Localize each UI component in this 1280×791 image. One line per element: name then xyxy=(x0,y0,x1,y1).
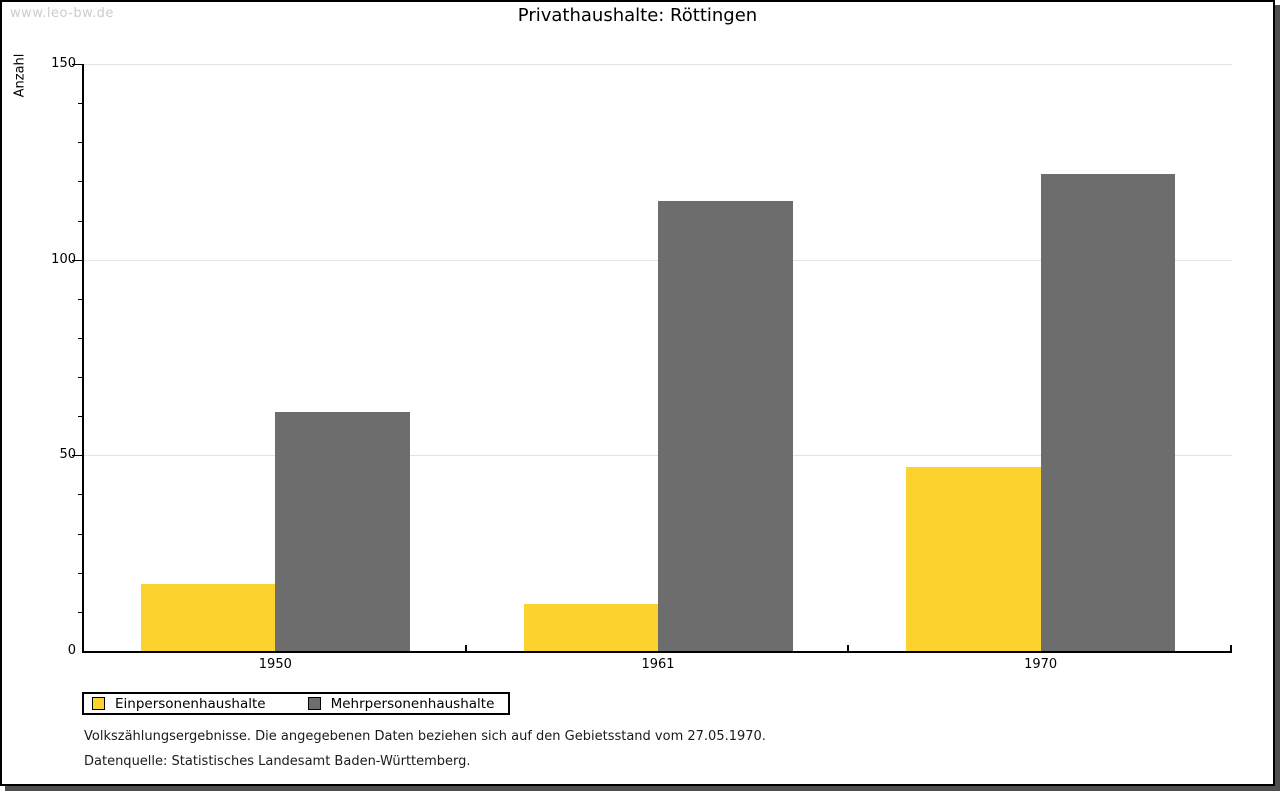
y-tick-minor xyxy=(78,416,82,418)
y-tick-minor xyxy=(78,298,82,300)
y-tick-minor xyxy=(78,377,82,379)
footnote-source: Datenquelle: Statistisches Landesamt Bad… xyxy=(84,754,471,769)
legend-entry-Mehrpersonenhaushalte: Mehrpersonenhaushalte xyxy=(307,695,495,712)
y-tick-minor xyxy=(78,533,82,535)
chart-title: Privathaushalte: Röttingen xyxy=(517,5,758,26)
y-tick-label-50: 50 xyxy=(59,447,76,463)
legend-label: Mehrpersonenhaushalte xyxy=(330,695,495,712)
y-axis-title: Anzahl xyxy=(12,53,28,98)
footnote-census: Volkszählungsergebnisse. Die angegebenen… xyxy=(84,729,766,744)
legend-swatch-Einpersonenhaushalte xyxy=(92,697,105,710)
watermark: www.leo-bw.de xyxy=(10,6,114,21)
y-tick-label-0: 0 xyxy=(67,643,76,658)
x-category-label-1961: 1961 xyxy=(641,657,675,672)
y-tick-minor xyxy=(78,572,82,574)
y-tick-major xyxy=(72,455,82,457)
y-tick-minor xyxy=(78,494,82,496)
gridline-y-150 xyxy=(84,64,1232,65)
y-tick-label-150: 150 xyxy=(51,56,76,71)
y-tick-minor xyxy=(78,181,82,183)
x-tick-boundary xyxy=(847,645,850,651)
legend: Einpersonenhaushalte Mehrpersonenhaushalt… xyxy=(82,692,511,715)
legend-entry-Einpersonenhaushalte: Einpersonenhaushalte xyxy=(92,696,266,712)
plot-area xyxy=(72,64,1232,653)
y-tick-minor xyxy=(78,103,82,105)
legend-swatch-Mehrpersonenhaushalte xyxy=(307,697,321,710)
legend-label: Einpersonenhaushalte xyxy=(115,695,266,712)
y-tick-minor xyxy=(78,611,82,613)
x-tick-boundary xyxy=(464,645,467,651)
bar-1950-Mehrpersonenhaushalte xyxy=(275,412,410,651)
x-category-label-1950: 1950 xyxy=(258,657,292,672)
x-category-label-1970: 1970 xyxy=(1024,657,1058,672)
bar-1970-Einpersonenhaushalte xyxy=(906,467,1041,651)
y-tick-minor xyxy=(78,337,82,339)
y-tick-major xyxy=(72,259,82,261)
bar-1961-Einpersonenhaushalte xyxy=(523,604,658,651)
x-tick-boundary xyxy=(1230,645,1232,651)
y-tick-minor xyxy=(78,220,82,222)
bar-1961-Mehrpersonenhaushalte xyxy=(658,200,793,651)
bar-1950-Einpersonenhaushalte xyxy=(140,584,276,651)
y-tick-major xyxy=(72,64,82,65)
bar-1970-Mehrpersonenhaushalte xyxy=(1040,173,1176,651)
y-tick-label-100: 100 xyxy=(51,251,76,267)
y-tick-minor xyxy=(78,142,82,144)
